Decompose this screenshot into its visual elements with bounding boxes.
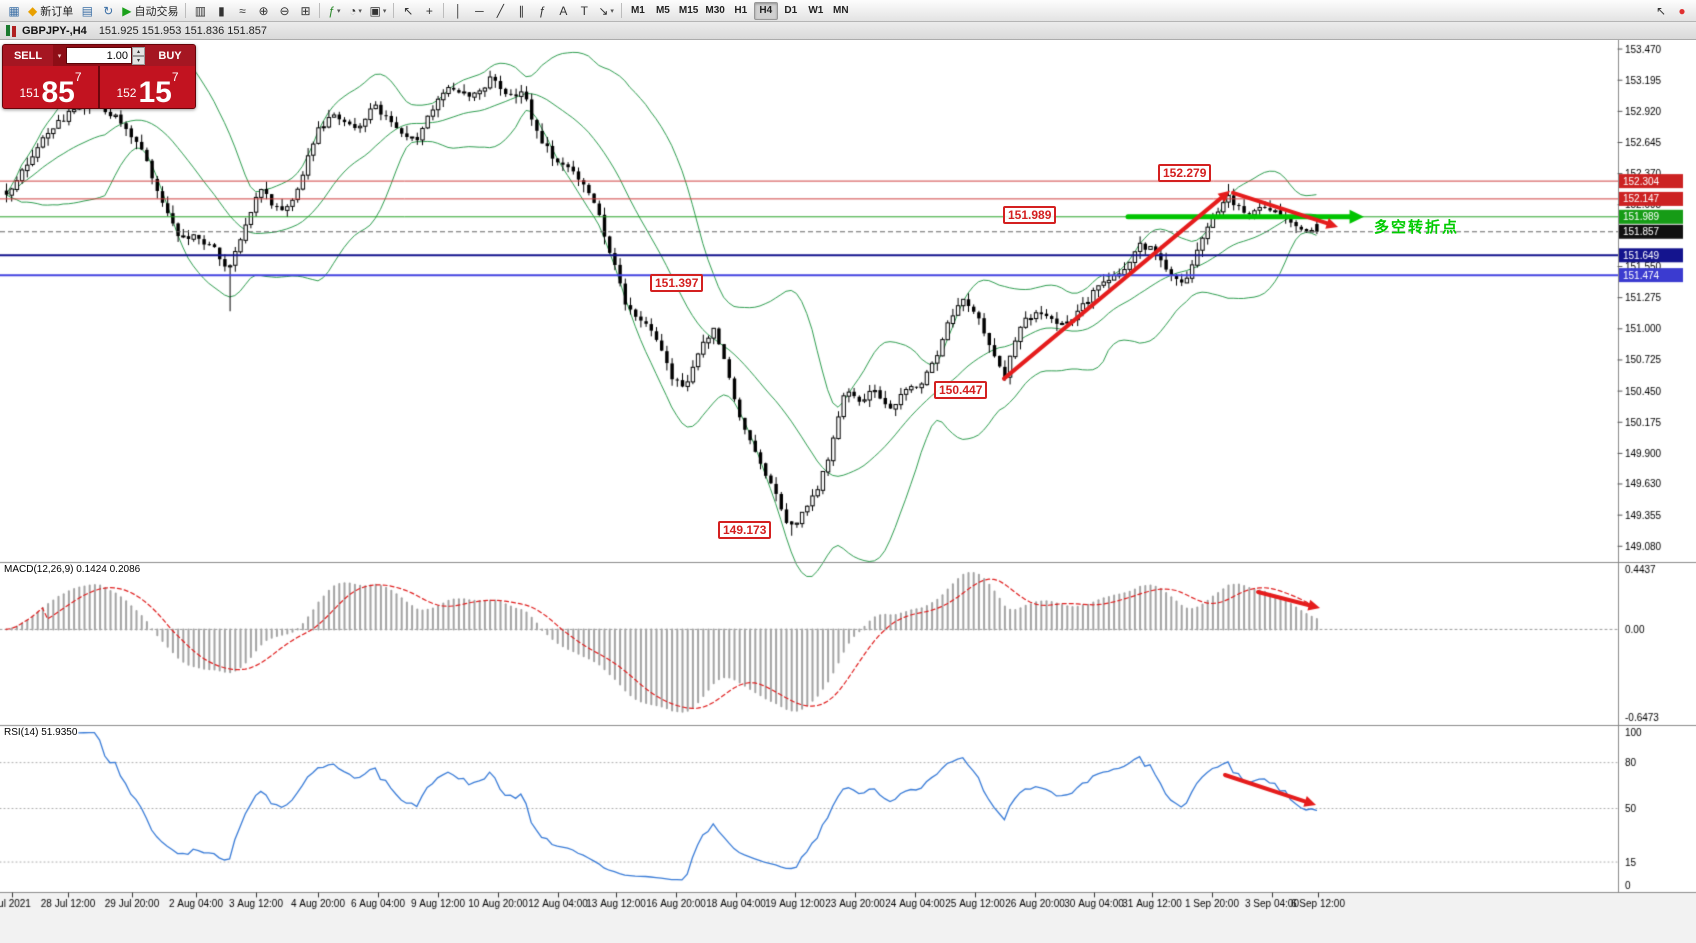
text-icon[interactable]: A xyxy=(559,3,568,18)
arrows-button[interactable]: ↘ ▾ xyxy=(598,3,614,18)
trendline-icon[interactable]: ╱ xyxy=(496,3,504,18)
sell-price-figure: 151 xyxy=(19,86,40,100)
alert-icon[interactable]: ● xyxy=(1678,3,1686,18)
toolbar-separator xyxy=(620,3,622,18)
timeframe-h4-button[interactable]: H4 xyxy=(753,1,778,20)
zoom-out-icon[interactable]: ⊖ xyxy=(279,3,290,18)
new-order-button[interactable]: ◆ 新订单 xyxy=(28,3,74,18)
sell-price-pips: 85 xyxy=(41,75,75,109)
timeframe-w1-button[interactable]: W1 xyxy=(808,5,824,16)
text-label-icon[interactable]: T xyxy=(580,3,588,18)
volume-dropdown-caret[interactable]: ▾ xyxy=(57,52,62,60)
line-chart-icon[interactable]: ≈ xyxy=(239,3,246,18)
autotrading-button[interactable]: ▶ 自动交易 xyxy=(122,3,179,18)
timeframe-m5-button[interactable]: M5 xyxy=(655,5,670,16)
timeframe-h1-button[interactable]: H1 xyxy=(734,5,748,16)
pointer-icon[interactable]: ↖ xyxy=(1655,3,1667,18)
turning-point-annotation[interactable]: 多空转折点 xyxy=(1374,219,1460,236)
sell-button[interactable]: SELL xyxy=(3,45,53,66)
timeframe-mn-button[interactable]: MN xyxy=(833,5,849,16)
volume-input[interactable] xyxy=(66,47,132,64)
vertical-line-icon[interactable]: │ xyxy=(454,3,463,18)
refresh-icon[interactable]: ↻ xyxy=(103,3,114,18)
templates-button[interactable]: ▣ ▾ xyxy=(369,3,387,18)
toolbar-separator xyxy=(393,3,395,18)
cursor-icon[interactable]: ↖ xyxy=(403,3,414,18)
channel-icon[interactable]: ∥ xyxy=(518,3,525,18)
crosshair-icon[interactable]: + xyxy=(425,3,433,18)
buy-price[interactable]: 152 15 7 xyxy=(100,66,195,108)
timeframe-m15-button[interactable]: M15 xyxy=(678,5,699,16)
chart-caption-bar: GBPJPY-,H4 151.925 151.953 151.836 151.8… xyxy=(0,22,1696,40)
toolbar-separator xyxy=(185,3,187,18)
toolbar: ▦ ◆ 新订单 ▤ ↻ ▶ 自动交易 ▥ ▮ ≈ ⊕ ⊖ ⊞ ƒ ▾ ◔ ▾ ▣ ▾ ↖ + │ ─ ╱ ∥ ƒ A T ↘ ▾ M1 M5 M… xyxy=(0,0,1696,22)
volume-down-icon[interactable]: ▾ xyxy=(132,56,145,65)
candlestick-icon xyxy=(6,25,10,36)
volume-up-icon[interactable]: ▴ xyxy=(132,47,145,56)
chart-profiles-icon[interactable]: ▤ xyxy=(81,3,93,18)
arrows-button-caret[interactable]: ▾ xyxy=(610,7,614,15)
indicators-button-caret[interactable]: ▾ xyxy=(337,7,341,15)
price-callout[interactable]: 151.989 xyxy=(1003,206,1057,224)
toolbar-separator xyxy=(443,3,445,18)
timeframe-d1-button[interactable]: D1 xyxy=(784,5,798,16)
volume-stepper: ▴ ▾ xyxy=(132,47,145,65)
candlestick-chart-icon[interactable]: ▮ xyxy=(218,3,225,18)
timeframe-m30-button[interactable]: M30 xyxy=(705,5,725,16)
buy-button[interactable]: BUY xyxy=(145,45,195,66)
macd-indicator-label: MACD(12,26,9) 0.1424 0.2086 xyxy=(4,564,141,575)
templates-button-caret[interactable]: ▾ xyxy=(382,7,387,15)
buy-price-pips: 15 xyxy=(138,75,172,109)
chart-title: GBPJPY-,H4 xyxy=(22,24,87,37)
price-chart-canvas[interactable] xyxy=(0,40,1696,943)
chart-window-icon[interactable]: ▦ xyxy=(8,3,20,18)
tile-windows-icon[interactable]: ⊞ xyxy=(300,3,311,18)
price-callout[interactable]: 150.447 xyxy=(934,381,988,399)
one-click-trading-panel: SELL ▾ ▴ ▾ BUY 151 85 7 152 15 7 xyxy=(2,44,196,109)
timeframe-m1-button[interactable]: M1 xyxy=(630,5,645,16)
fibonacci-icon[interactable]: ƒ xyxy=(538,3,546,18)
buy-price-pipette: 7 xyxy=(171,70,179,84)
rsi-indicator-label: RSI(14) 51.9350 xyxy=(4,727,78,738)
toolbar-separator xyxy=(319,3,321,18)
sell-price[interactable]: 151 85 7 xyxy=(3,66,100,108)
zoom-in-icon[interactable]: ⊕ xyxy=(258,3,269,18)
periods-button-caret[interactable]: ▾ xyxy=(358,7,362,15)
indicators-button[interactable]: ƒ ▾ xyxy=(328,3,341,18)
price-callout[interactable]: 149.173 xyxy=(718,521,772,539)
price-callout[interactable]: 152.279 xyxy=(1158,164,1212,182)
periods-button[interactable]: ◔ ▾ xyxy=(349,3,362,18)
chart-ohlc-quote: 151.925 151.953 151.836 151.857 xyxy=(98,24,268,37)
buy-price-figure: 152 xyxy=(116,86,137,100)
sell-price-pipette: 7 xyxy=(74,70,82,84)
bar-chart-icon[interactable]: ▥ xyxy=(194,3,207,18)
price-callout[interactable]: 151.397 xyxy=(650,274,704,292)
horizontal-line-icon[interactable]: ─ xyxy=(475,3,484,18)
